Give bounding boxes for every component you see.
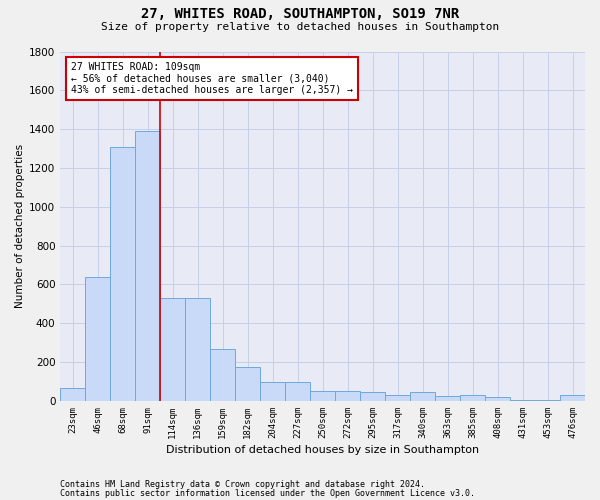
Bar: [210, 348, 235, 401]
Bar: [385, 395, 410, 401]
Bar: [185, 298, 210, 401]
Bar: [460, 395, 485, 401]
Bar: [235, 367, 260, 401]
Text: 27, WHITES ROAD, SOUTHAMPTON, SO19 7NR: 27, WHITES ROAD, SOUTHAMPTON, SO19 7NR: [141, 8, 459, 22]
Bar: [535, 400, 560, 401]
Y-axis label: Number of detached properties: Number of detached properties: [15, 144, 25, 308]
Bar: [435, 396, 460, 401]
Bar: [85, 276, 110, 401]
Bar: [310, 391, 335, 401]
Bar: [160, 298, 185, 401]
Bar: [410, 392, 435, 401]
Bar: [360, 392, 385, 401]
Text: Contains HM Land Registry data © Crown copyright and database right 2024.: Contains HM Land Registry data © Crown c…: [60, 480, 425, 489]
Bar: [335, 391, 360, 401]
Bar: [560, 395, 585, 401]
Bar: [60, 388, 85, 401]
Bar: [135, 131, 160, 401]
Bar: [110, 146, 135, 401]
Bar: [285, 382, 310, 401]
X-axis label: Distribution of detached houses by size in Southampton: Distribution of detached houses by size …: [166, 445, 479, 455]
Text: 27 WHITES ROAD: 109sqm
← 56% of detached houses are smaller (3,040)
43% of semi-: 27 WHITES ROAD: 109sqm ← 56% of detached…: [71, 62, 353, 95]
Bar: [485, 397, 510, 401]
Bar: [260, 382, 285, 401]
Text: Contains public sector information licensed under the Open Government Licence v3: Contains public sector information licen…: [60, 488, 475, 498]
Text: Size of property relative to detached houses in Southampton: Size of property relative to detached ho…: [101, 22, 499, 32]
Bar: [510, 400, 535, 401]
